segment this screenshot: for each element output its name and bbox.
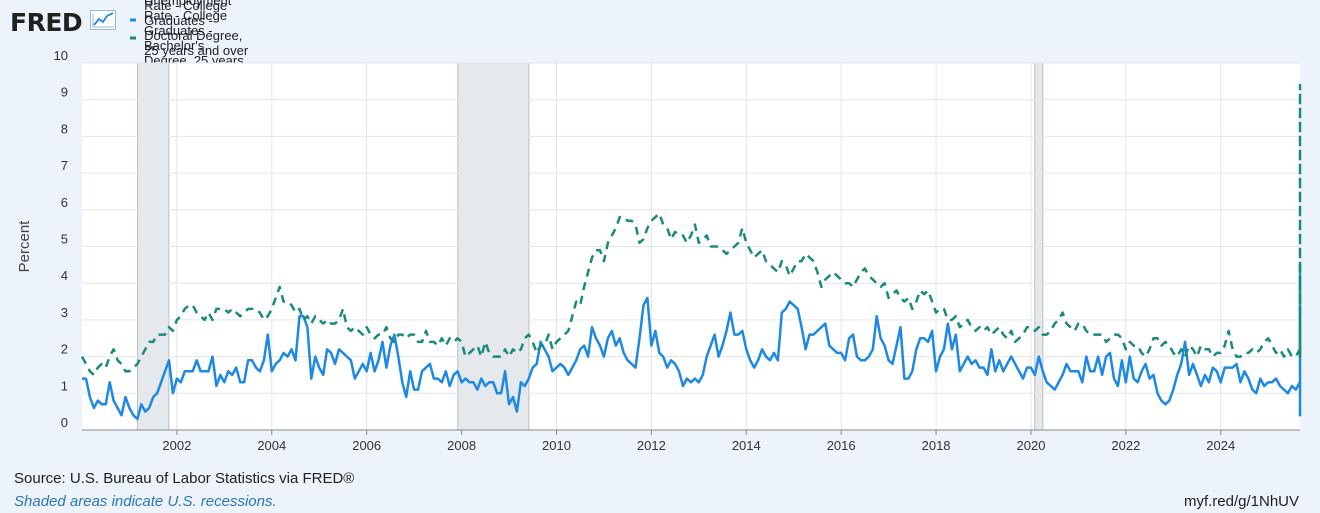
y-tick-label: 4 [61,268,68,283]
x-tick-label: 2022 [1111,438,1140,453]
legend-swatch-bachelor [130,36,136,40]
x-tick-label: 2018 [922,438,951,453]
series-line-doctoral [82,263,1302,421]
y-tick-label: 9 [61,85,68,100]
recession-note: Shaded areas indicate U.S. recessions. [14,493,277,510]
x-tick-label: 2008 [447,438,476,453]
x-tick-label: 2012 [637,438,666,453]
y-tick-label: 6 [61,195,68,210]
y-axis-label: Percent [16,220,33,273]
x-tick-label: 2016 [827,438,856,453]
source-credit: Source: U.S. Bureau of Labor Statistics … [14,470,355,487]
x-tick-label: 2002 [162,438,191,453]
y-tick-label: 2 [61,342,68,357]
x-tick-label: 2024 [1206,438,1235,453]
legend-item-doctoral[interactable]: Unemployment Rate - College Graduates - … [130,0,251,58]
x-tick-label: 2006 [352,438,381,453]
chart-line-icon [90,10,116,30]
x-tick-label: 2014 [732,438,761,453]
x-tick-label: 2004 [257,438,286,453]
y-tick-label: 5 [61,232,68,247]
y-tick-label: 7 [61,158,68,173]
legend-label-doctoral: Unemployment Rate - College Graduates - … [144,0,249,58]
line-chart[interactable]: 0 1 2 3 4 5 6 7 8 9 10 2002 2004 2006 2008 2010 2012 2014… [0,0,1320,465]
y-tick-label: 3 [61,305,68,320]
y-tick-label: 0 [61,415,68,430]
series-line-bachelor [80,83,1302,377]
legend-swatch-doctoral [130,18,137,22]
y-tick-label: 1 [61,378,68,393]
y-tick-label: 8 [61,121,68,136]
x-tick-label: 2010 [542,438,571,453]
short-url-link[interactable]: myf.red/g/1NhUV [1183,493,1299,510]
x-tick-label: 2020 [1017,438,1046,453]
fred-logo[interactable]: FRED [10,8,83,37]
y-tick-label: 10 [54,48,68,63]
